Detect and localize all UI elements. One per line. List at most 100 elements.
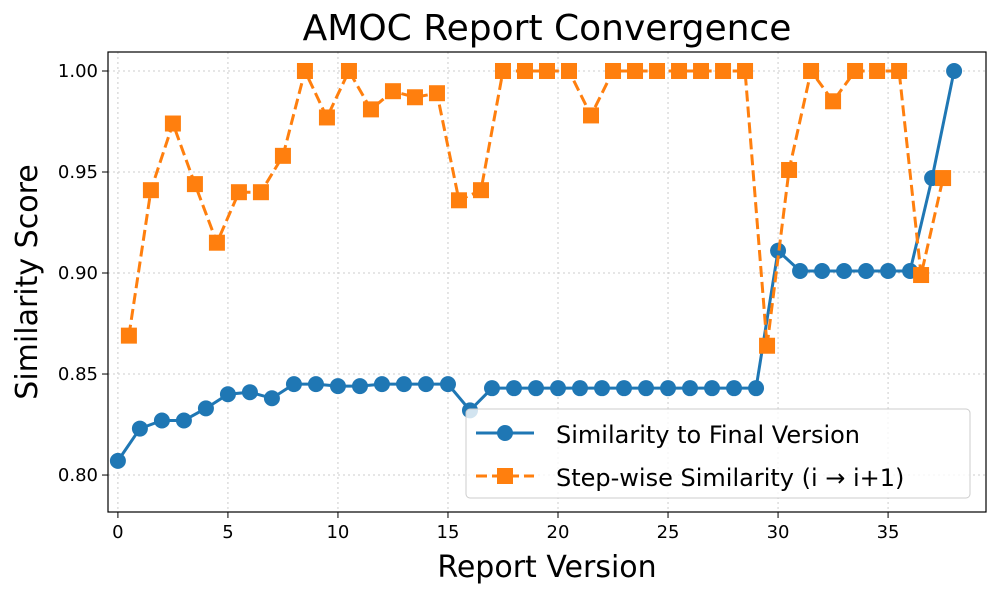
data-point bbox=[572, 380, 589, 397]
series-stepwise bbox=[120, 62, 952, 354]
y-axis-label: Similarity Score bbox=[10, 164, 45, 399]
data-point bbox=[505, 380, 522, 397]
data-point bbox=[715, 62, 732, 79]
data-point bbox=[428, 85, 445, 102]
data-point bbox=[318, 109, 335, 126]
data-point bbox=[880, 262, 897, 279]
data-point bbox=[340, 62, 357, 79]
data-point bbox=[726, 380, 743, 397]
data-point bbox=[351, 378, 368, 395]
data-point bbox=[759, 337, 776, 354]
data-point bbox=[307, 376, 324, 393]
x-tick-label: 15 bbox=[437, 522, 460, 543]
data-point bbox=[693, 62, 710, 79]
y-tick-label: 0.80 bbox=[58, 465, 98, 486]
data-point bbox=[946, 62, 963, 79]
data-point bbox=[241, 384, 258, 401]
data-point bbox=[175, 412, 192, 429]
data-point bbox=[814, 262, 831, 279]
data-point bbox=[527, 380, 544, 397]
data-point bbox=[704, 380, 721, 397]
ticks: 0 5 10 15 20 25 30 35 0.80 0.85 0.90 0.95 1.00 bbox=[58, 61, 900, 543]
data-point bbox=[395, 376, 412, 393]
data-point bbox=[660, 380, 677, 397]
data-point bbox=[494, 62, 511, 79]
data-point bbox=[230, 184, 247, 201]
x-axis-label: Report Version bbox=[437, 550, 656, 585]
plot-frame bbox=[107, 51, 987, 513]
legend-box bbox=[465, 408, 971, 499]
data-point bbox=[638, 380, 655, 397]
data-point bbox=[439, 376, 456, 393]
x-tick-label: 5 bbox=[222, 522, 233, 543]
data-point bbox=[362, 101, 379, 118]
data-point bbox=[252, 184, 269, 201]
data-point bbox=[373, 376, 390, 393]
data-point bbox=[913, 267, 930, 284]
data-point bbox=[186, 176, 203, 193]
series-line bbox=[127, 66, 945, 346]
data-point bbox=[153, 412, 170, 429]
data-point bbox=[561, 62, 578, 79]
data-point bbox=[748, 380, 765, 397]
data-point bbox=[825, 93, 842, 110]
x-tick-label: 20 bbox=[547, 522, 570, 543]
data-point bbox=[594, 380, 611, 397]
data-point bbox=[770, 242, 787, 259]
data-point bbox=[483, 380, 500, 397]
data-point bbox=[472, 182, 489, 199]
y-tick-label: 0.95 bbox=[58, 162, 98, 183]
data-point bbox=[539, 62, 555, 79]
x-tick-label: 30 bbox=[767, 522, 790, 543]
data-point bbox=[935, 170, 952, 187]
legend: Similarity to Final Version Step-wise Si… bbox=[465, 408, 971, 499]
data-point bbox=[649, 62, 666, 79]
data-point bbox=[847, 62, 864, 79]
data-point bbox=[550, 380, 567, 397]
data-point bbox=[583, 107, 600, 124]
data-point bbox=[450, 192, 467, 209]
data-point bbox=[120, 327, 137, 344]
x-tick-label: 10 bbox=[326, 522, 349, 543]
data-point bbox=[516, 62, 533, 79]
data-point bbox=[682, 380, 699, 397]
data-point bbox=[296, 62, 313, 79]
data-point bbox=[263, 390, 280, 407]
data-point bbox=[671, 62, 688, 79]
series-final bbox=[109, 62, 963, 469]
data-point bbox=[737, 62, 754, 79]
data-point bbox=[109, 452, 126, 469]
data-point bbox=[219, 386, 236, 403]
data-point bbox=[781, 161, 798, 178]
data-point bbox=[406, 89, 423, 106]
grid bbox=[108, 52, 986, 512]
legend-label-stepwise: Step-wise Similarity (i → i+1) bbox=[556, 464, 904, 492]
legend-marker-final bbox=[497, 425, 513, 441]
data-point bbox=[164, 115, 181, 132]
data-point bbox=[384, 83, 401, 100]
y-tick-label: 1.00 bbox=[58, 61, 98, 82]
legend-label-final: Similarity to Final Version bbox=[556, 421, 860, 449]
series-line bbox=[116, 70, 956, 462]
data-point bbox=[891, 62, 908, 79]
data-point bbox=[616, 380, 633, 397]
x-tick-label: 35 bbox=[877, 522, 900, 543]
x-tick-label: 0 bbox=[112, 522, 123, 543]
data-point bbox=[274, 147, 291, 164]
data-point bbox=[285, 376, 302, 393]
data-point bbox=[417, 376, 434, 393]
legend-marker-stepwise bbox=[497, 468, 513, 484]
data-point bbox=[803, 62, 820, 79]
series-layer bbox=[109, 62, 963, 469]
data-point bbox=[197, 400, 214, 417]
chart-title: AMOC Report Convergence bbox=[303, 8, 792, 49]
data-point bbox=[329, 378, 346, 395]
y-tick-label: 0.90 bbox=[58, 263, 98, 284]
data-point bbox=[208, 234, 225, 251]
x-tick-label: 25 bbox=[657, 522, 680, 543]
data-point bbox=[869, 62, 886, 79]
data-point bbox=[605, 62, 622, 79]
y-tick-label: 0.85 bbox=[58, 364, 98, 385]
data-point bbox=[627, 62, 644, 79]
